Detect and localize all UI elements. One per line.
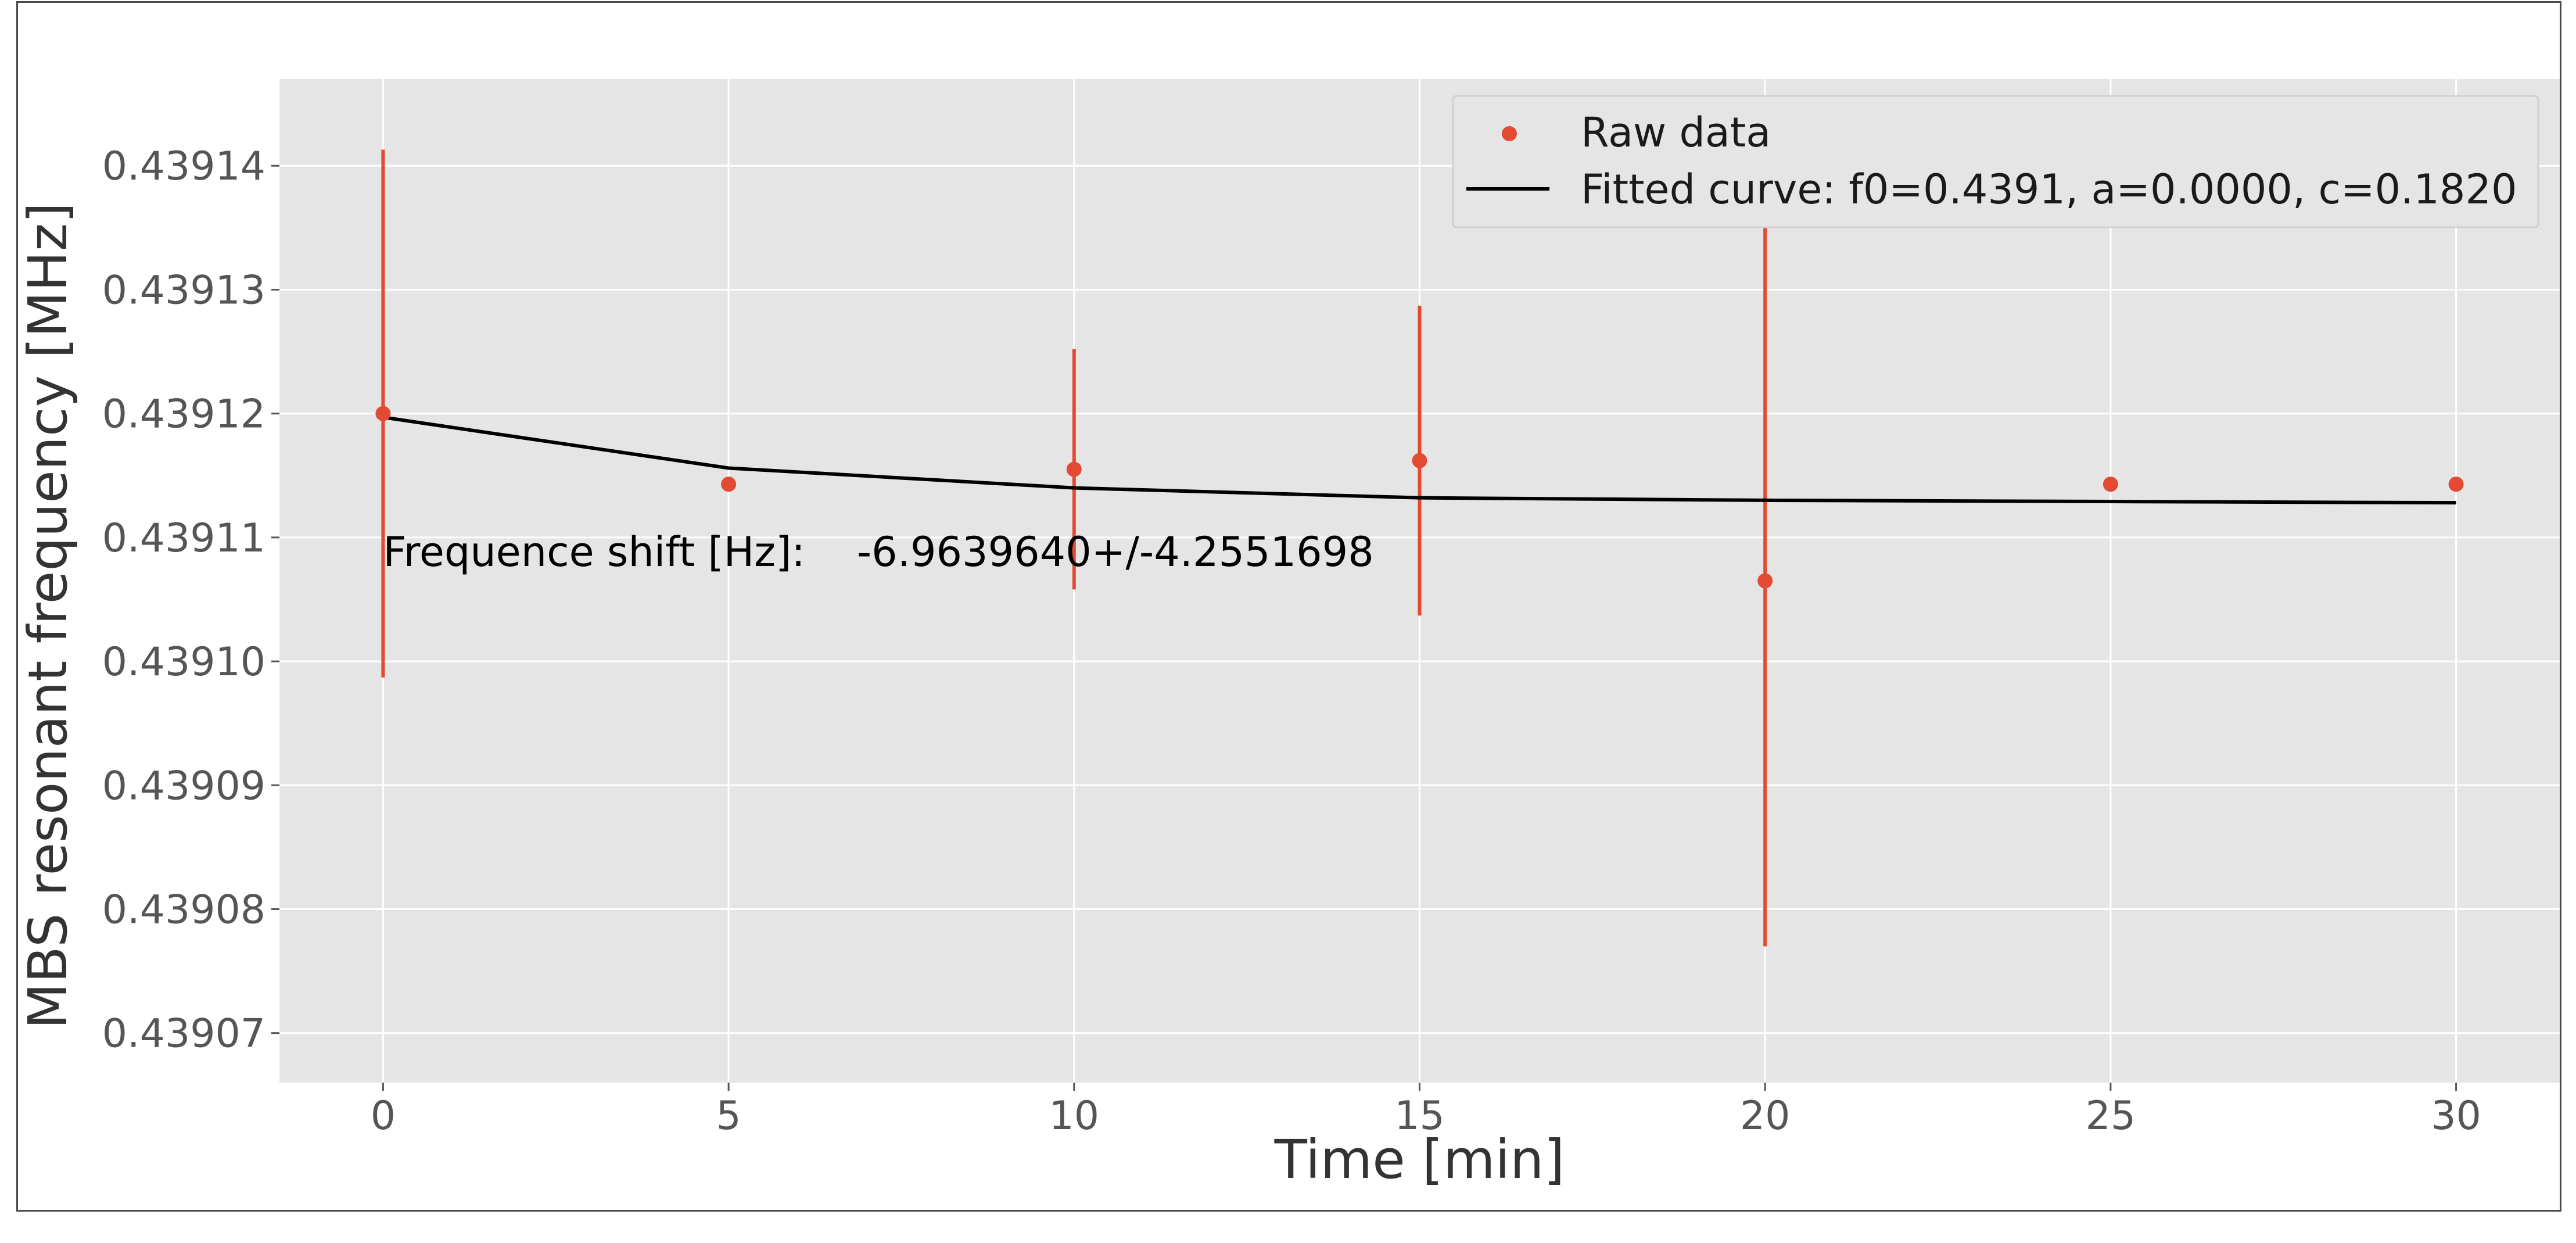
- chart: 0 5 10 15 20 25 30 0.43907 0.43908 0.43909 0.4391…: [18, 79, 2560, 1191]
- y-tick-label: 0.43908: [102, 887, 266, 933]
- x-axis-label: Time [min]: [1274, 1129, 1565, 1191]
- y-tick-label: 0.43912: [102, 392, 266, 438]
- y-tick-label: 0.43913: [102, 267, 266, 313]
- y-axis-ticks: 0.43907 0.43908 0.43909 0.43910 0.43911 0.439…: [102, 144, 279, 1057]
- data-point: [2448, 477, 2464, 492]
- fitted-curve-line: [382, 415, 2456, 505]
- data-point: [1066, 461, 1082, 477]
- x-tick-label: 25: [2086, 1093, 2136, 1139]
- legend: Raw data Fitted curve: f0=0.4391, a=0.00…: [1452, 95, 2539, 228]
- legend-label-raw-data: Raw data: [1581, 109, 1771, 156]
- grid-lines: [279, 79, 2560, 1083]
- y-tick-label: 0.43909: [102, 763, 266, 809]
- raw-data-points: [375, 406, 2464, 589]
- y-tick-label: 0.43907: [102, 1011, 266, 1057]
- data-point: [721, 477, 737, 492]
- x-tick-label: 5: [716, 1093, 741, 1139]
- frequency-shift-annotation: Frequence shift [Hz]: -6.9639640+/-4.255…: [383, 528, 1373, 576]
- figure-frame: 0 5 10 15 20 25 30 0.43907 0.43908 0.43909 0.4391…: [16, 1, 2561, 1212]
- x-tick-label: 15: [1394, 1093, 1445, 1139]
- y-axis-label: MBS resonant frequency [MHz]: [18, 202, 79, 1029]
- x-tick-label: 20: [1740, 1093, 1791, 1139]
- x-tick-label: 0: [371, 1093, 396, 1139]
- y-tick-label: 0.43910: [102, 639, 266, 685]
- y-tick-label: 0.43914: [102, 144, 266, 189]
- x-axis-ticks: 0 5 10 15 20 25 30: [371, 1083, 2481, 1139]
- x-tick-label: 10: [1049, 1093, 1100, 1139]
- legend-marker-raw-data: [1502, 126, 1517, 141]
- legend-box: [1452, 95, 2539, 228]
- x-tick-label: 30: [2431, 1093, 2481, 1139]
- data-point: [1757, 573, 1773, 589]
- data-point: [375, 406, 391, 421]
- data-point: [1412, 453, 1427, 468]
- y-tick-label: 0.43911: [102, 515, 266, 561]
- data-point: [2103, 477, 2118, 492]
- legend-label-fitted-curve: Fitted curve: f0=0.4391, a=0.0000, c=0.1…: [1581, 166, 2517, 213]
